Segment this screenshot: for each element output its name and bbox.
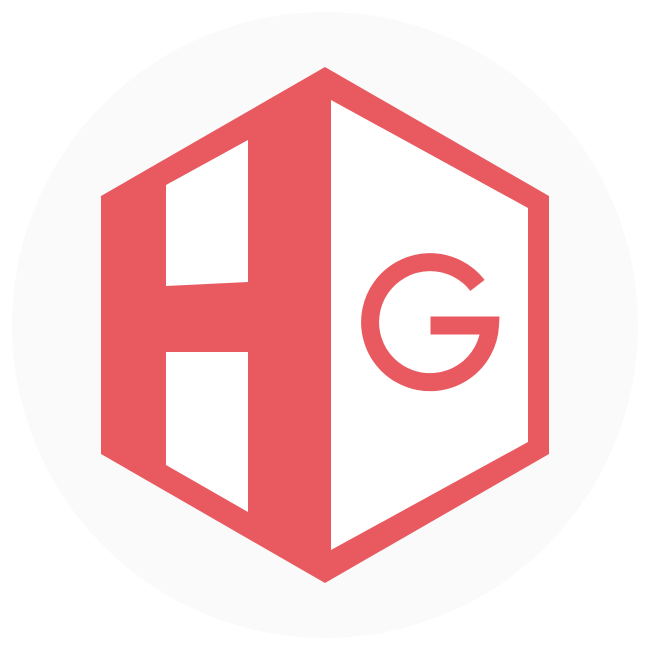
g-letter bbox=[361, 253, 500, 392]
h-lower-window bbox=[166, 352, 248, 512]
h-upper-window bbox=[166, 140, 248, 286]
right-panel bbox=[331, 100, 528, 550]
